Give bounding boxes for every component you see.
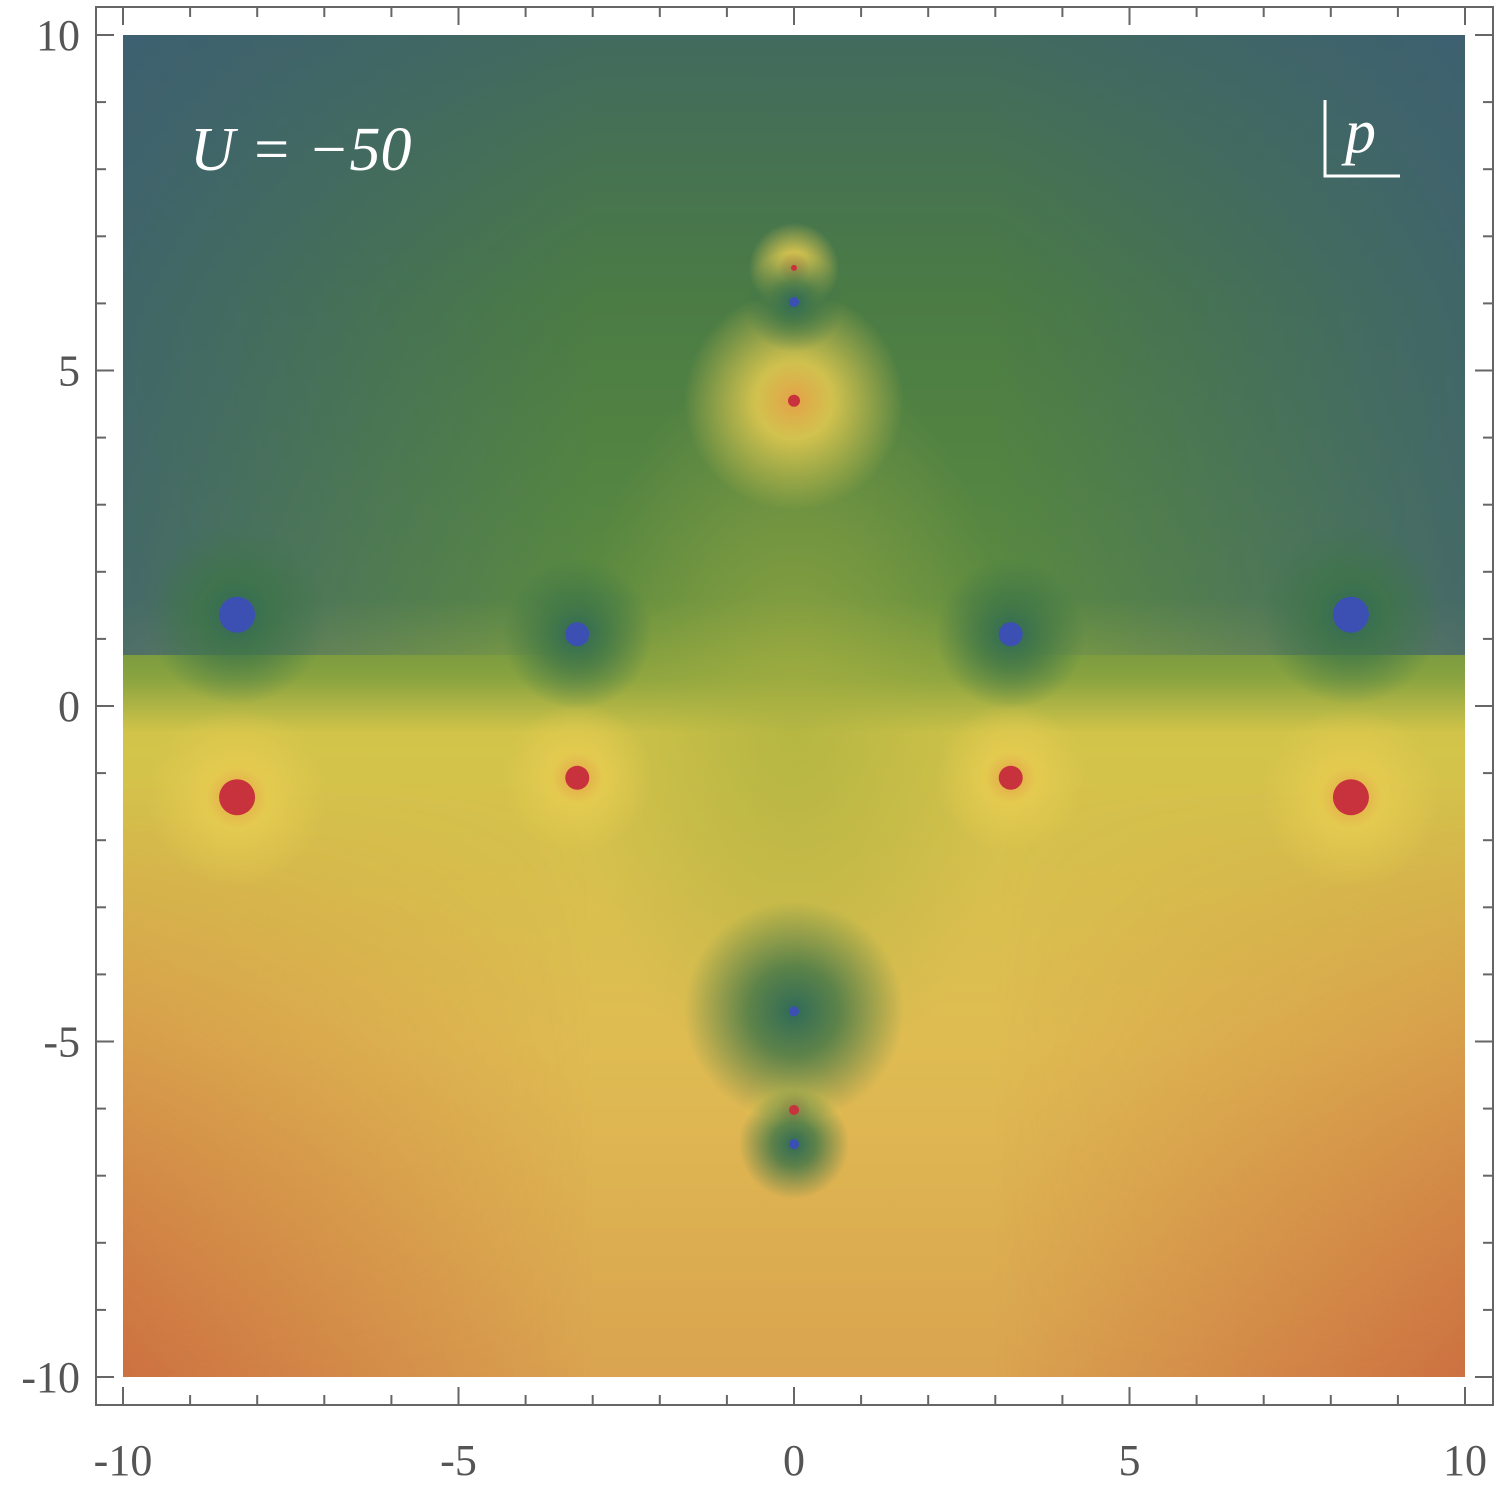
corner-symbol xyxy=(1323,100,1400,178)
annotation: p xyxy=(1341,98,1376,166)
x-tick-label: 10 xyxy=(1443,1436,1487,1485)
pole xyxy=(789,1104,799,1115)
x-tick-label: 5 xyxy=(1119,1436,1141,1485)
y-tick-label: -10 xyxy=(21,1353,80,1402)
zero xyxy=(565,622,590,647)
zero xyxy=(219,596,256,633)
pole xyxy=(565,765,590,790)
zero xyxy=(789,1006,799,1017)
zero xyxy=(789,1139,799,1150)
x-tick-label: -5 xyxy=(440,1436,477,1485)
zero xyxy=(1332,596,1369,633)
zero xyxy=(998,622,1023,647)
zero xyxy=(789,297,799,308)
pole xyxy=(791,264,797,271)
x-tick-label: 0 xyxy=(783,1436,805,1485)
density-field xyxy=(123,35,1465,1377)
pole xyxy=(219,779,256,816)
pole xyxy=(998,765,1023,790)
y-tick-label: 5 xyxy=(58,347,80,396)
y-tick-label: 10 xyxy=(36,11,80,60)
y-tick-label: -5 xyxy=(43,1018,80,1067)
annotation: U = −50 xyxy=(190,116,411,184)
x-tick-label: -10 xyxy=(94,1436,153,1485)
pole xyxy=(1332,779,1369,816)
pole xyxy=(788,394,800,407)
y-tick-label: 0 xyxy=(58,682,80,731)
